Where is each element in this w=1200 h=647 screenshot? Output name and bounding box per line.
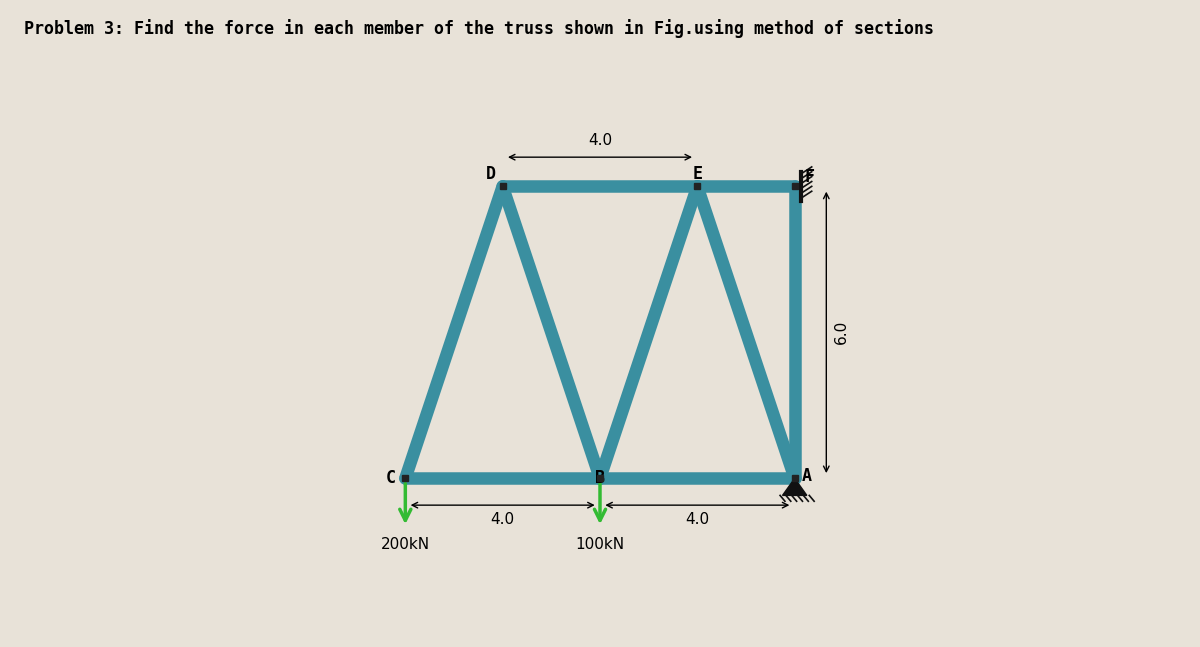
Text: D: D [486,165,496,183]
Text: E: E [692,165,702,183]
Text: 200kN: 200kN [380,537,430,552]
Text: 6.0: 6.0 [834,320,848,344]
Polygon shape [782,478,806,496]
Text: 4.0: 4.0 [491,512,515,527]
Text: Problem 3: Find the force in each member of the truss shown in Fig.using method : Problem 3: Find the force in each member… [24,19,934,38]
Text: A: A [802,467,812,485]
Text: 100kN: 100kN [576,537,624,552]
Text: F: F [804,168,815,186]
Text: B: B [595,469,605,487]
Text: 4.0: 4.0 [588,133,612,148]
Text: C: C [385,469,396,487]
Text: 4.0: 4.0 [685,512,709,527]
